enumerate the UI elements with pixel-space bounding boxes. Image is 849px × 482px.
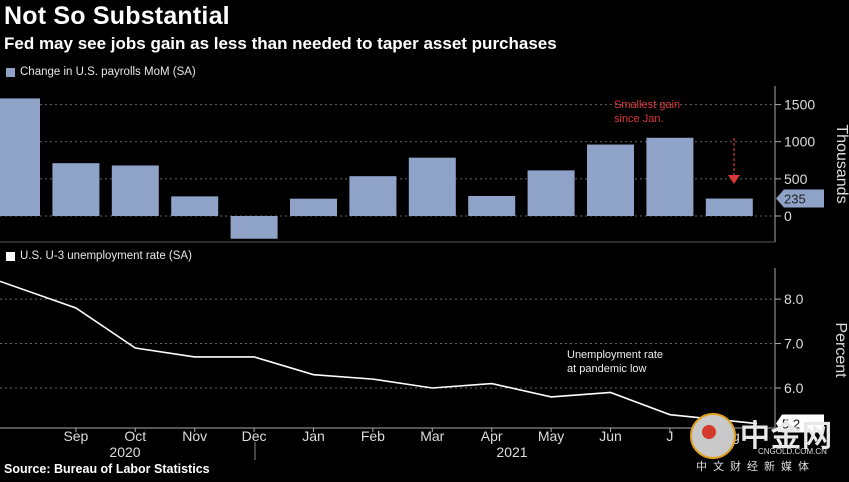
bar-1 [52,163,100,216]
x-tick-label-5: Feb [361,428,385,444]
line-chart-grid [0,298,775,389]
bar-annotation-line2: since Jan. [614,113,664,125]
line-y-axis-label: Percent [832,322,849,378]
chart-title: Not So Substantial [4,2,230,30]
line-last-value-label: 5.2 [782,417,800,432]
year-label-2021: 2021 [496,444,527,460]
x-tick-label-6: Mar [420,428,444,444]
bar-ytick-label-0: 0 [784,208,792,224]
bar-2 [111,165,159,216]
x-tick-label-7: Apr [481,428,503,444]
bar-last-value-label: 235 [784,192,806,207]
watermark-subtitle: 中文财经新媒体 [696,461,815,473]
x-tick-label-3: Dec [242,428,267,444]
line-annotation-line1: Unemployment rate [567,349,663,361]
x-tick-label-0: Sep [63,428,88,444]
x-tick-label-8: May [538,428,564,444]
x-tick-label-9: Jun [599,428,622,444]
unemployment-legend-swatch [6,251,15,261]
source-note: Source: Bureau of Labor Statistics [4,462,210,476]
year-label-2020: 2020 [109,444,140,460]
chart-subtitle: Fed may see jobs gain as less than neede… [4,34,557,53]
x-tick-label-4: Jan [302,428,325,444]
bar-last-value-tag [776,189,824,208]
bar-series [0,98,753,239]
bar-ytick-label-3: 1500 [784,97,815,113]
watermark-url: CNGOLD.COM.CN [758,447,827,456]
bar-3 [171,196,219,216]
line-y-ticks: 6.0 7.0 8.0 [775,291,804,396]
unemployment-legend: U.S. U-3 unemployment rate (SA) [6,250,192,262]
bar-ytick-label-2: 1000 [784,134,815,150]
bar-4 [230,216,278,239]
bar-y-axis-label: Thousands [833,124,849,203]
payrolls-legend-label: Change in U.S. payrolls MoM (SA) [20,66,196,78]
bar-5 [290,198,337,216]
bar-y-ticks: 0 500 1000 1500 [775,97,815,224]
x-tick-label-2: Nov [182,428,207,444]
watermark-dot-icon [702,425,716,439]
watermark-name: 中金网 [740,420,833,453]
unemployment-line [0,280,758,425]
line-annotation-line2: at pandemic low [567,363,647,375]
x-tick-label-1: Oct [124,428,146,444]
watermark-circle-icon [690,413,736,459]
bar-11 [646,137,694,216]
bar-9 [527,170,575,216]
bar-6 [349,176,397,216]
bar-0 [0,98,40,216]
bar-ytick-label-1: 500 [784,171,808,187]
x-tick-label-10: J [666,428,673,444]
unemployment-legend-label: U.S. U-3 unemployment rate (SA) [20,250,192,262]
watermark-logo: 中金网 CNGOLD.COM.CN 中文财经新媒体 [688,405,849,482]
bar-10 [587,144,634,216]
line-ytick-label-2: 8.0 [784,291,804,307]
line-ytick-label-1: 7.0 [784,336,804,352]
bar-chart-grid [0,104,775,217]
bar-8 [468,196,516,216]
bar-annotation-line1: Smallest gain [614,99,680,111]
line-ytick-label-0: 6.0 [784,380,804,396]
bar-7 [408,157,456,216]
x-axis-ticks: SepOctNovDecJanFebMarAprMayJunJAug [63,428,740,444]
payrolls-legend-swatch [6,67,15,77]
bar-12 [705,198,753,216]
line-last-value-tag [776,414,824,433]
bar-annotation-arrow-head [728,175,740,184]
payrolls-legend: Change in U.S. payrolls MoM (SA) [6,66,196,78]
